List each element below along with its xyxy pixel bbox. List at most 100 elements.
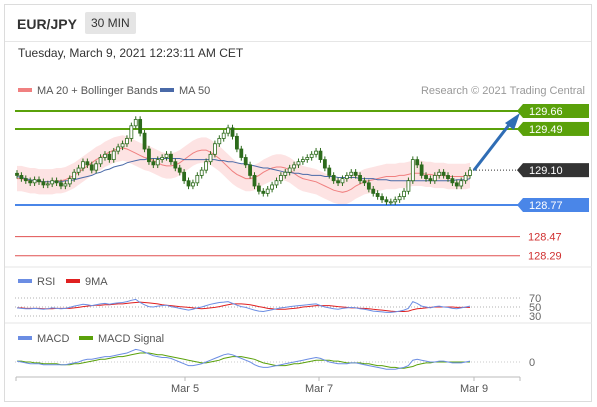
candle-body — [278, 175, 283, 182]
candle-body — [155, 159, 160, 166]
candle-body — [138, 119, 143, 134]
candle-body — [54, 180, 59, 184]
candle-body — [235, 135, 239, 150]
projection-arrow-head — [505, 113, 520, 130]
candle-body — [191, 182, 195, 187]
candle-body — [164, 153, 169, 158]
research-credit: Research © 2021 Trading Central — [421, 85, 585, 97]
candle-body — [384, 199, 389, 203]
candle-body — [300, 159, 305, 163]
candle-body — [67, 178, 72, 185]
rsi-tick-label: 70 — [529, 293, 541, 305]
candle-body — [424, 175, 428, 179]
candle-body — [397, 196, 402, 201]
level-label: 129.49 — [529, 124, 563, 136]
candle-body — [393, 199, 398, 203]
candle-body — [129, 125, 134, 139]
candle-body — [437, 171, 442, 176]
candle-body — [441, 171, 446, 176]
candle-body — [428, 178, 433, 182]
candle-body — [446, 175, 450, 179]
candle-body — [468, 169, 472, 176]
candle-body — [252, 175, 257, 187]
candle-body — [98, 157, 103, 165]
level-label-pointer — [517, 121, 523, 136]
candle-body — [94, 163, 99, 171]
candle-body — [213, 143, 217, 155]
candle-body — [388, 201, 393, 204]
chart-frame: EUR/JPY 30 MIN Tuesday, March 9, 2021 12… — [4, 4, 592, 402]
candle-body — [63, 183, 68, 187]
level-label-pointer — [517, 198, 523, 212]
macd-legend-swatch — [18, 336, 32, 340]
macd-signal-legend-swatch — [79, 336, 93, 340]
candle-body — [336, 180, 340, 184]
candle-body — [151, 161, 156, 166]
rsi-legend-swatch — [18, 279, 32, 283]
chart-header: EUR/JPY 30 MIN — [5, 5, 591, 42]
candle-body — [177, 167, 182, 173]
candle-body — [243, 157, 248, 166]
candle-body — [45, 183, 50, 186]
candle-body — [59, 182, 63, 187]
candle-body — [186, 180, 191, 187]
ma20-line — [17, 147, 471, 193]
candle-body — [125, 138, 129, 145]
macd-tick-label: 0 — [529, 357, 535, 369]
candle-body — [89, 164, 94, 171]
candle-body — [327, 167, 332, 176]
candle-body — [265, 188, 270, 194]
level-label-box — [523, 104, 589, 118]
candle-body — [283, 171, 288, 176]
level-label: 129.10 — [529, 165, 563, 177]
candle-body — [331, 175, 336, 182]
candle-body — [318, 150, 323, 160]
ma20-legend-swatch — [18, 88, 32, 92]
candle-body — [32, 179, 37, 184]
timeframe-button[interactable]: 30 MIN — [85, 12, 136, 34]
candle-body — [314, 150, 318, 155]
projection-arrow-shaft — [472, 120, 514, 172]
macd-signal-legend-label: MACD Signal — [98, 333, 164, 345]
candle-body — [195, 175, 200, 184]
candle-body — [41, 181, 46, 186]
candle-body — [208, 153, 213, 163]
candle-body — [344, 175, 349, 179]
candle-body — [463, 175, 468, 182]
level-label-box — [523, 198, 589, 212]
candle-body — [454, 182, 459, 187]
price-panel: 129.66 129.49 129.10 128.77 128.47 128.29 — [15, 104, 589, 263]
candle-body — [160, 157, 165, 160]
macd-line — [16, 348, 471, 370]
candle-body — [147, 148, 151, 163]
candle-body — [410, 159, 415, 182]
candle-body — [217, 138, 222, 145]
level-label: 129.66 — [529, 106, 563, 118]
candle-body — [419, 164, 424, 176]
candle-body — [28, 180, 33, 184]
macd-signal-line — [17, 352, 470, 369]
candle-body — [103, 153, 107, 158]
candle-body — [371, 188, 376, 194]
ma50-line — [16, 158, 471, 183]
candle-body — [15, 172, 19, 176]
candle-body — [116, 146, 121, 152]
candle-body — [349, 171, 354, 176]
candle-body — [256, 185, 261, 192]
candle-body — [406, 180, 411, 192]
candle-body — [50, 180, 55, 185]
ma50-legend-swatch — [160, 88, 174, 92]
candle-body — [199, 169, 204, 176]
rsi-tick-label: 50 — [529, 302, 541, 314]
candle-body — [459, 180, 464, 187]
candle-body — [204, 161, 209, 171]
candle-body — [19, 175, 24, 179]
symbol-label: EUR/JPY — [17, 16, 77, 32]
candle-body — [274, 180, 279, 186]
candle-body — [261, 190, 266, 194]
candle-body — [85, 161, 90, 166]
candle-body — [169, 153, 173, 163]
rsi-legend-label: RSI — [37, 276, 55, 288]
